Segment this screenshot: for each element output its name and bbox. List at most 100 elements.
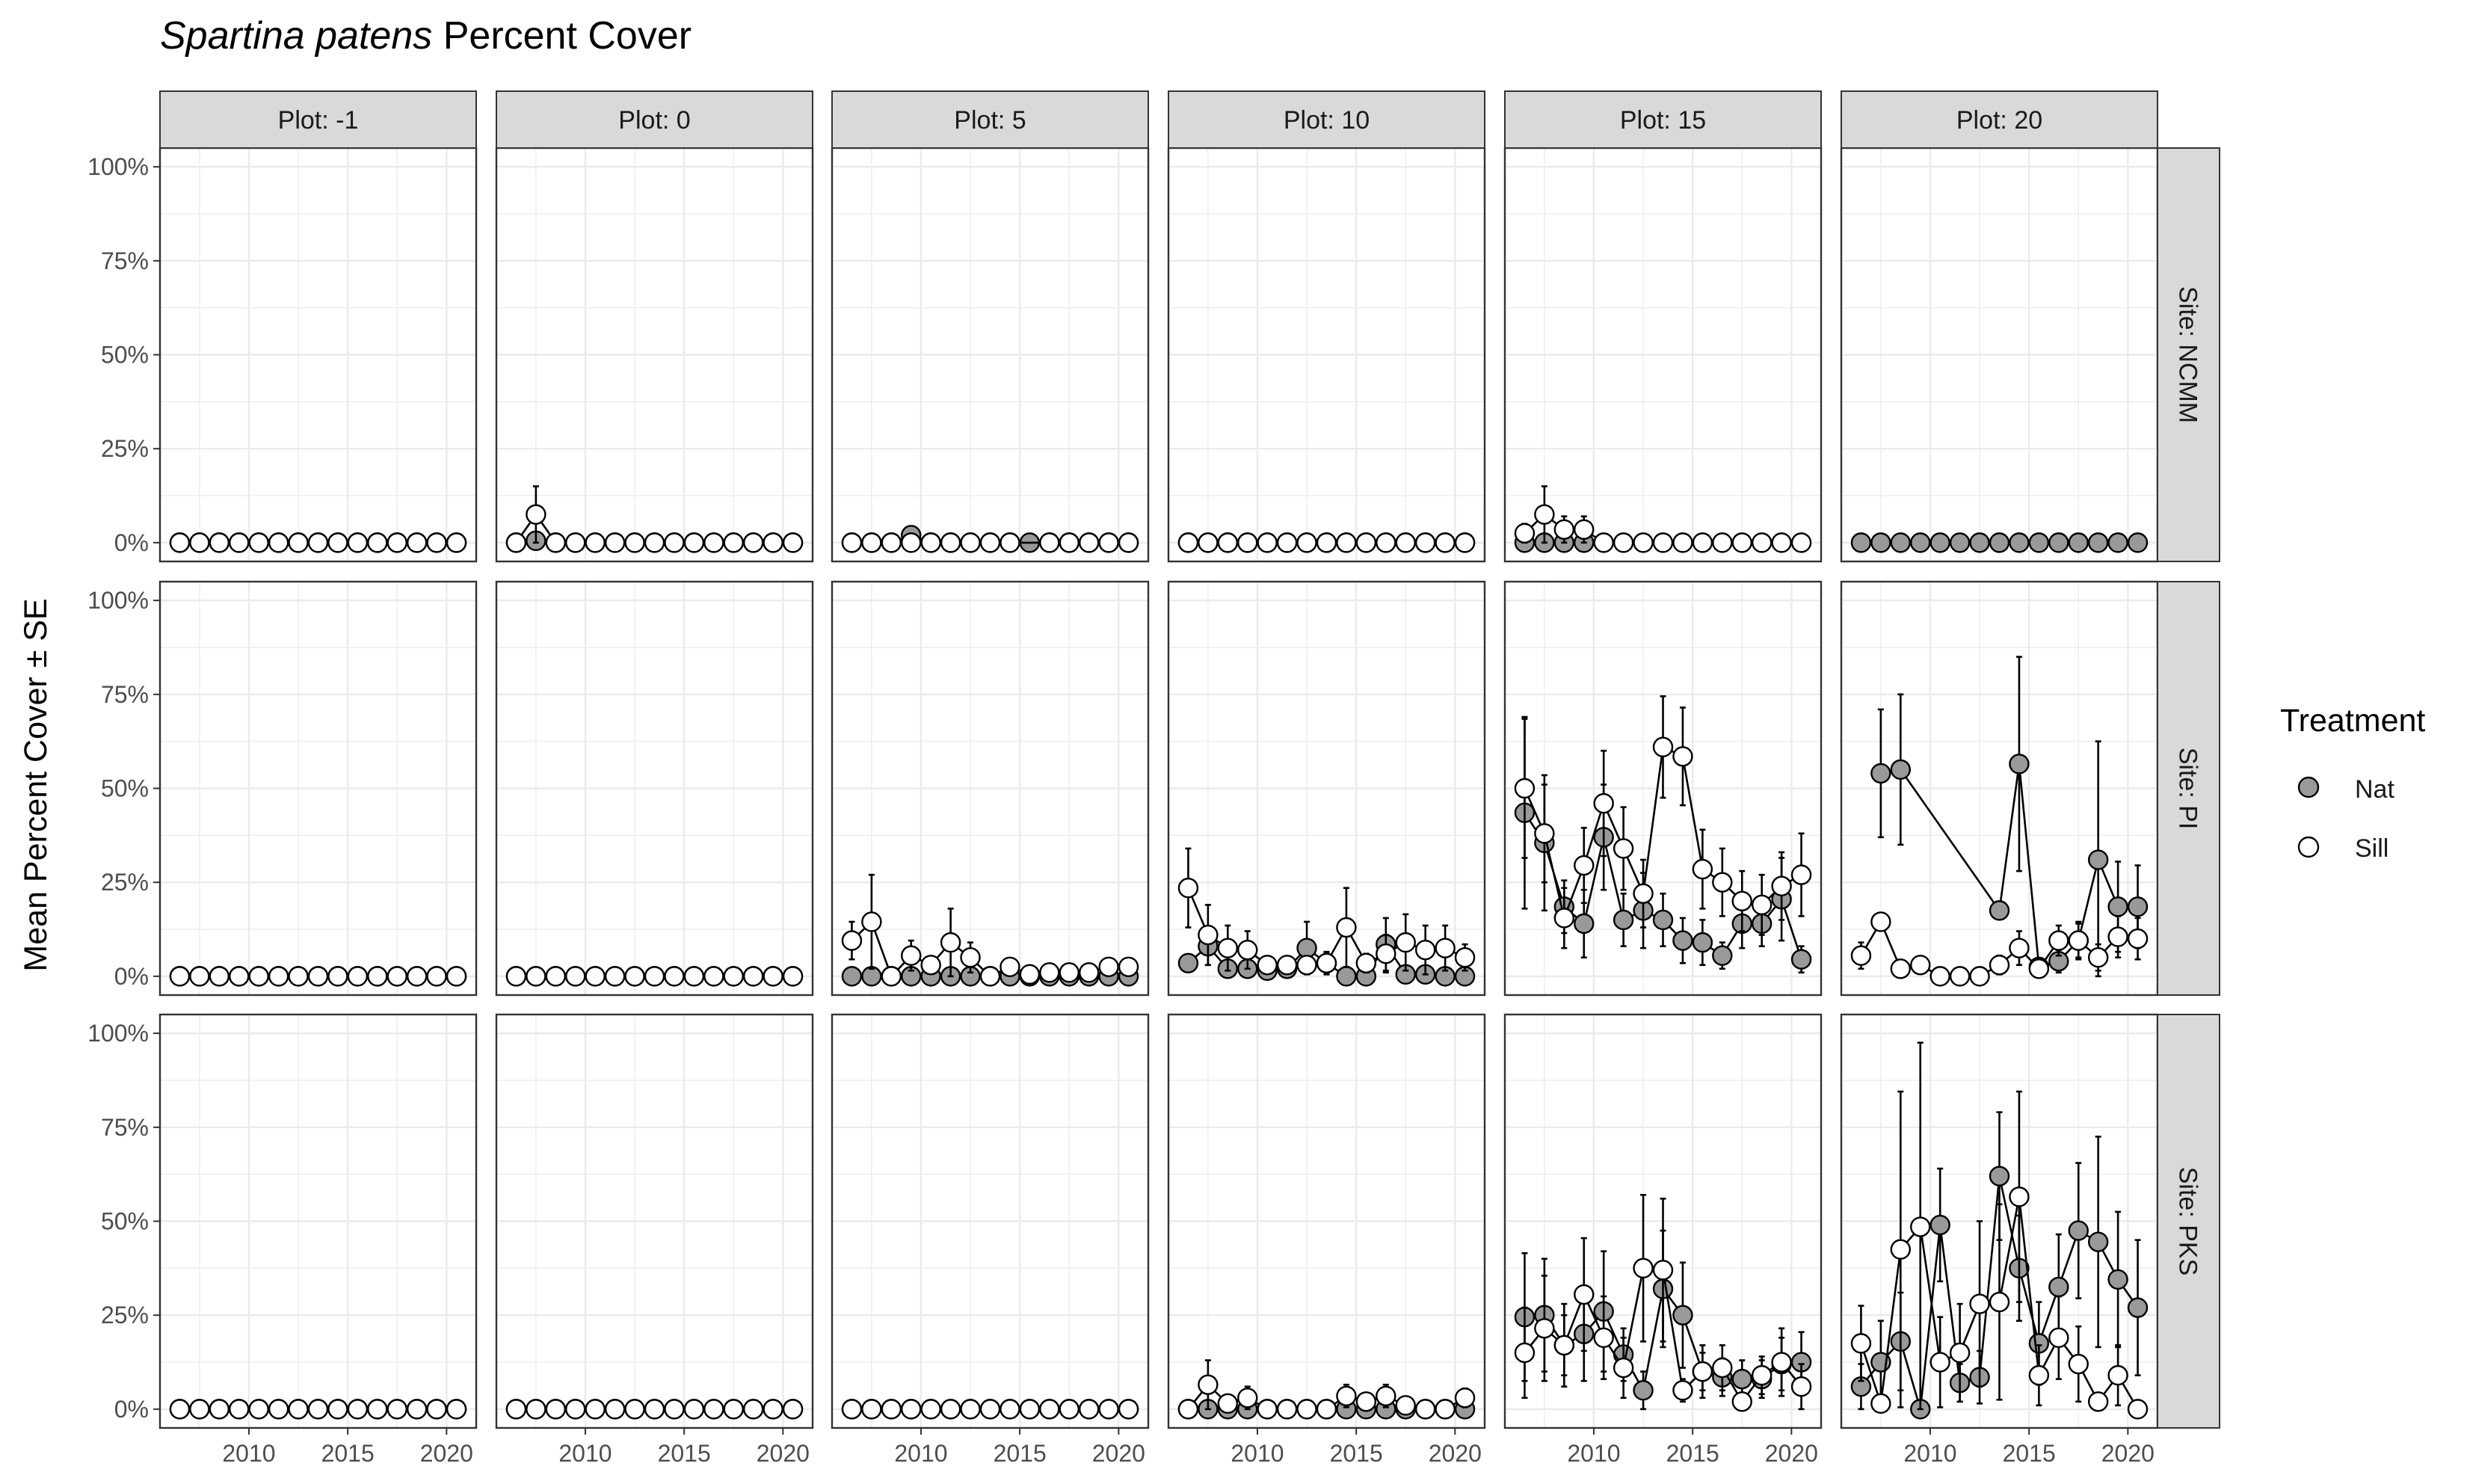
data-point-sill — [1790, 864, 1812, 885]
data-point-nat — [2127, 532, 2149, 553]
panel-PI-plot-5 — [831, 580, 1150, 997]
data-point-sill — [1672, 1380, 1693, 1401]
data-point-sill — [1771, 1352, 1792, 1373]
data-point-sill — [782, 1399, 804, 1420]
data-point-sill — [565, 1399, 586, 1420]
data-point-sill — [1257, 1399, 1278, 1420]
x-tick-label: 2010 — [558, 1440, 612, 1467]
data-point-sill — [1355, 952, 1377, 973]
y-tick-label: 25% — [101, 1302, 149, 1328]
data-point-sill — [1969, 966, 1990, 987]
data-point-sill — [920, 532, 941, 553]
data-point-sill — [664, 532, 685, 553]
y-tick-label: 50% — [101, 342, 149, 369]
data-point-sill — [327, 1399, 348, 1420]
strip-plot-4 — [1504, 90, 1822, 149]
data-point-nat — [2087, 532, 2109, 553]
panel-PI-plot-0 — [495, 580, 814, 997]
data-point-nat — [2068, 532, 2089, 553]
strip-site-label: Site: PKS — [2174, 1167, 2202, 1276]
data-point-sill — [1574, 519, 1595, 540]
data-point-sill — [1574, 1284, 1595, 1305]
data-point-nat — [1870, 763, 1891, 784]
data-point-sill — [1118, 1399, 1139, 1420]
data-point-sill — [1949, 1342, 1971, 1364]
data-point-sill — [1790, 1376, 1812, 1397]
data-point-sill — [268, 966, 289, 987]
data-point-sill — [1237, 532, 1258, 553]
data-point-sill — [545, 1399, 567, 1420]
data-point-sill — [742, 532, 764, 553]
data-point-sill — [2127, 1399, 2149, 1420]
data-point-sill — [1000, 1399, 1020, 1420]
data-point-sill — [386, 1399, 407, 1420]
data-point-sill — [1712, 1357, 1733, 1379]
x-tick-label: 2015 — [994, 1440, 1047, 1467]
data-point-nat — [2107, 1269, 2128, 1290]
data-point-sill — [1712, 532, 1733, 553]
data-point-nat — [1692, 932, 1713, 953]
data-point-sill — [347, 532, 369, 553]
data-point-sill — [1355, 532, 1377, 553]
x-tick-label: 2010 — [1231, 1440, 1284, 1467]
data-point-sill — [189, 1399, 210, 1420]
data-point-sill — [248, 532, 269, 553]
data-point-sill — [683, 1399, 705, 1420]
data-point-sill — [881, 1399, 902, 1420]
facet-panels — [158, 147, 2159, 1429]
data-point-sill — [189, 966, 210, 987]
data-point-sill — [1217, 937, 1239, 958]
x-tick-label: 2015 — [1330, 1440, 1383, 1467]
x-tick-label: 2010 — [222, 1440, 275, 1467]
data-point-sill — [169, 532, 191, 553]
data-point-sill — [901, 532, 922, 553]
panel-NCMM-plot-20 — [1840, 147, 2159, 563]
panel-border — [495, 1013, 814, 1429]
data-point-sill — [585, 1399, 606, 1420]
panel-border — [1503, 580, 1823, 997]
x-tick-label: 2020 — [1765, 1440, 1818, 1467]
panel-PKS-plot-5 — [831, 1013, 1150, 1429]
data-point-sill — [288, 532, 309, 553]
data-point-nat — [1949, 532, 1971, 553]
data-point-nat — [861, 966, 882, 987]
panel-NCMM-plot-10 — [1167, 147, 1486, 563]
data-point-nat — [2087, 849, 2109, 870]
series-line-nat — [1880, 763, 2138, 968]
data-point-sill — [624, 532, 645, 553]
x-tick-label: 2015 — [2003, 1440, 2056, 1467]
data-point-sill — [1553, 519, 1575, 540]
data-point-sill — [1553, 908, 1575, 929]
data-point-sill — [1059, 1399, 1079, 1420]
x-tick-label: 2015 — [658, 1440, 711, 1467]
data-point-sill — [505, 966, 527, 987]
data-point-sill — [1435, 1399, 1456, 1420]
data-point-sill — [1257, 532, 1278, 553]
data-point-sill — [861, 532, 882, 553]
data-point-sill — [1276, 532, 1298, 553]
data-point-sill — [209, 1399, 230, 1420]
panel-NCMM-plot-0 — [495, 147, 814, 563]
data-point-sill — [940, 932, 961, 953]
data-point-sill — [1336, 917, 1357, 938]
data-point-nat — [1989, 900, 2010, 921]
facet-strips: Plot: -1 Plot: 0 Plot: 5 Plot: 10 Plot: 15 Pl… — [159, 90, 2220, 1429]
data-point-sill — [386, 966, 407, 987]
panel-PI-plot-20 — [1840, 580, 2159, 997]
data-point-sill — [1177, 878, 1199, 899]
data-point-nat — [2127, 1297, 2149, 1318]
data-point-sill — [169, 1399, 191, 1420]
data-point-sill — [683, 532, 705, 553]
data-point-sill — [1910, 955, 1931, 976]
data-point-sill — [1534, 1318, 1555, 1339]
data-point-sill — [1692, 532, 1713, 553]
data-point-sill — [703, 1399, 724, 1420]
strip-plot-label: Plot: 20 — [1956, 106, 2042, 135]
data-point-nat — [1613, 909, 1634, 931]
data-point-sill — [1078, 532, 1100, 553]
data-point-sill — [960, 1399, 981, 1420]
data-point-sill — [1850, 945, 1872, 966]
data-point-nat — [2009, 754, 2030, 775]
x-tick-label: 2015 — [321, 1440, 375, 1467]
